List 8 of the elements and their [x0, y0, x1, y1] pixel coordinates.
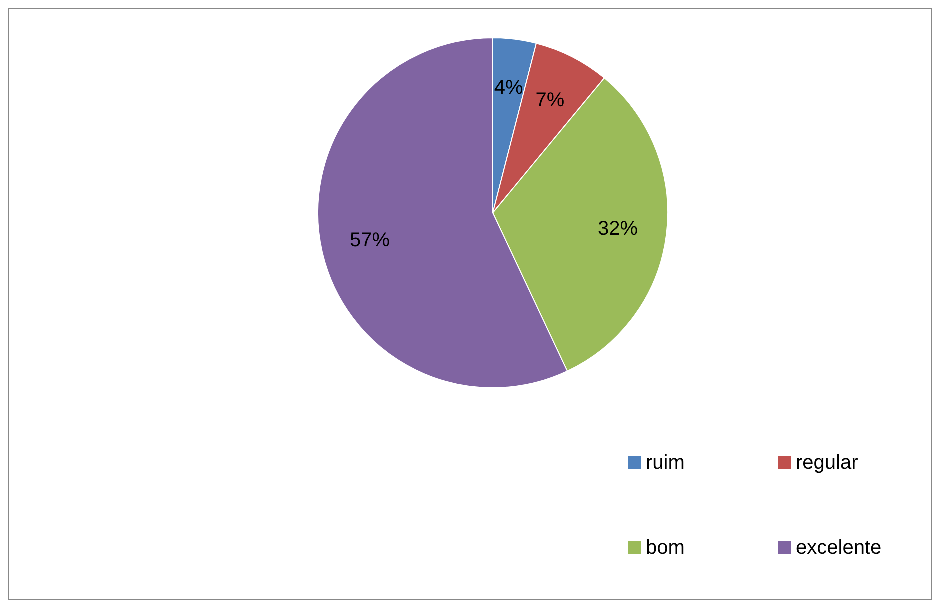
data-label: 7% [536, 90, 565, 112]
legend-label: ruim [646, 452, 685, 474]
data-label: 32% [598, 218, 638, 240]
data-label: 57% [350, 229, 390, 252]
legend-label: bom [646, 537, 685, 559]
legend-label: regular [796, 452, 859, 474]
legend-label: excelente [796, 537, 882, 559]
data-label: 4% [494, 76, 524, 99]
